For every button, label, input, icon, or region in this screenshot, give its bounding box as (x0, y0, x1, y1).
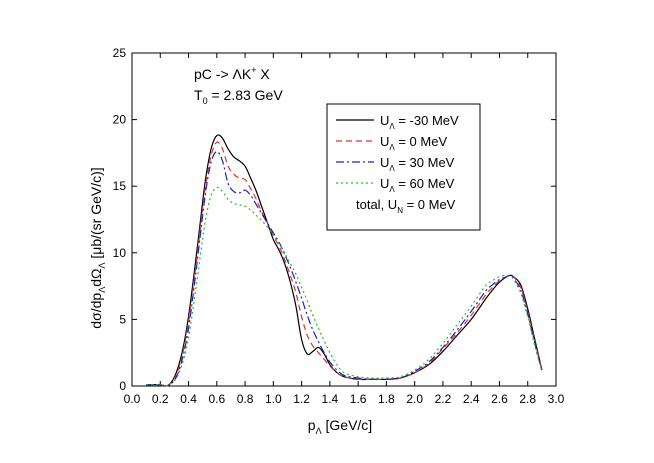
series-line-2 (146, 151, 543, 387)
plot-frame (131, 52, 557, 387)
legend-label-1: UΛ = 0 MeV (380, 134, 447, 152)
y-tick-label: 0 (119, 379, 126, 393)
x-tick-label: 0.2 (152, 392, 169, 406)
x-tick-label: 1.8 (378, 392, 395, 406)
legend-label-3: UΛ = 60 MeV (380, 176, 455, 194)
legend-label-0: UΛ = -30 MeV (380, 113, 459, 131)
x-tick-label: 0.6 (208, 392, 225, 406)
x-tick-label: 1.0 (265, 392, 282, 406)
legend-label-total: total, UN = 0 MeV (356, 197, 456, 215)
x-tick-label: 2.6 (491, 392, 508, 406)
annotation-reaction: pC -> ΛK+ X (194, 65, 270, 82)
x-tick-label: 2.4 (463, 392, 480, 406)
x-tick-label: 0.4 (180, 392, 197, 406)
x-tick-label: 0.8 (237, 392, 254, 406)
x-tick-label: 1.4 (322, 392, 339, 406)
legend-label-2: UΛ = 30 MeV (380, 155, 455, 173)
y-axis-label: dσ/dpΛdΩΛ [μb/(sr GeV/c)] (88, 167, 107, 328)
annotation-energy: T0 = 2.83 GeV (194, 87, 283, 106)
x-tick-label: 3.0 (548, 392, 565, 406)
axes (131, 52, 557, 387)
series-line-1 (146, 141, 543, 387)
legend: UΛ = -30 MeV UΛ = 0 MeV UΛ = 30 MeV UΛ = 60… (326, 103, 481, 231)
x-tick-label: 1.6 (350, 392, 367, 406)
series-line-3 (146, 186, 543, 387)
y-tick-label: 10 (113, 246, 127, 260)
y-tick-label: 20 (113, 113, 127, 127)
x-tick-label: 0.0 (124, 392, 141, 406)
tick-labels: 0.0 0.2 0.4 0.6 0.8 1.0 1.2 1.4 1.6 1.8 2.0 2.2 2.4 2… (113, 46, 565, 406)
x-tick-label: 2.8 (519, 392, 536, 406)
x-tick-label: 2.0 (406, 392, 423, 406)
curves (146, 134, 543, 387)
x-tick-label: 1.2 (293, 392, 310, 406)
y-tick-label: 15 (113, 179, 127, 193)
x-axis-label: pΛ [GeV/c] (308, 417, 372, 436)
y-tick-label: 5 (119, 312, 126, 326)
y-tick-label: 25 (113, 46, 127, 60)
ticks (131, 52, 557, 387)
legend-box (326, 103, 481, 231)
series-line-0 (146, 134, 543, 387)
x-tick-label: 2.2 (435, 392, 452, 406)
